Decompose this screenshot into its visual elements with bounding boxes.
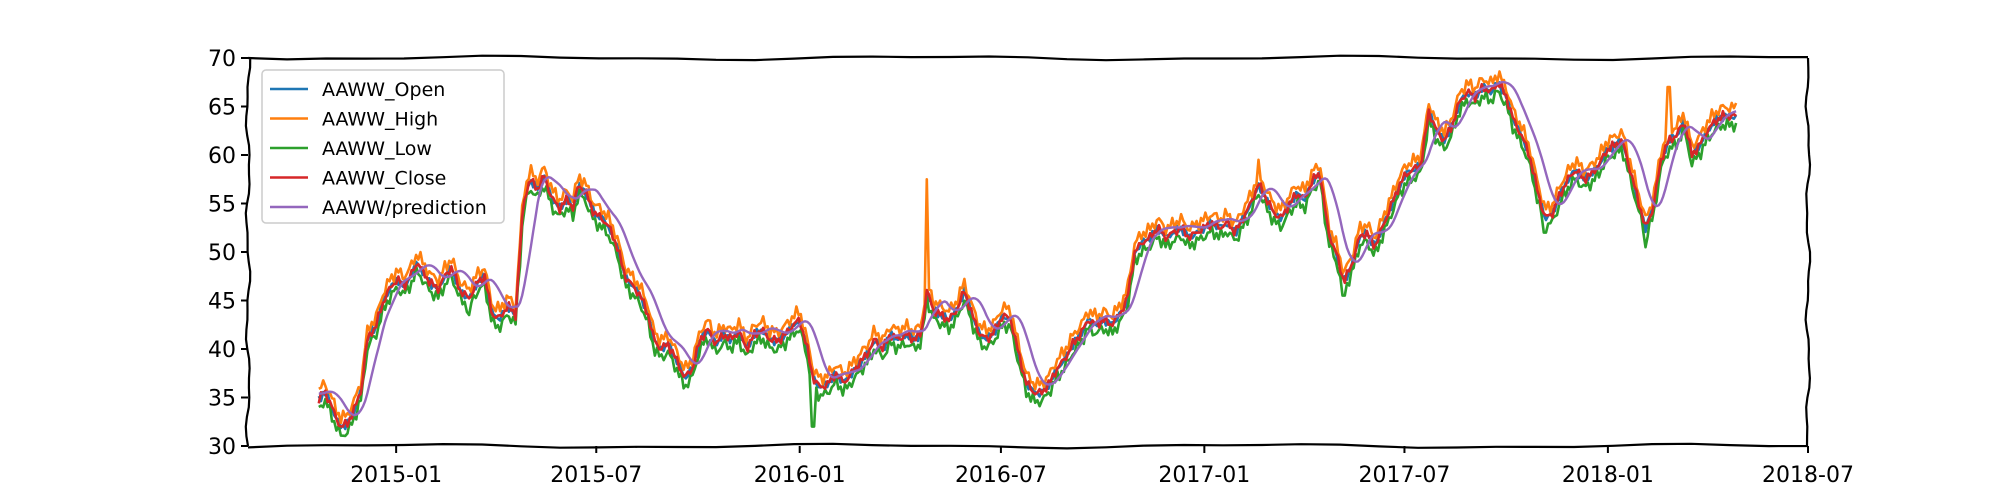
legend-label: AAWW_Low: [322, 138, 432, 160]
x-tick-label: 2017-07: [1358, 463, 1450, 488]
series-line-aaww-high: [318, 70, 1738, 425]
x-tick-label: 2016-07: [955, 463, 1047, 488]
series-line-aaww-close: [317, 82, 1737, 428]
x-tick-label: 2018-01: [1562, 463, 1654, 488]
y-tick-label: 70: [208, 47, 236, 72]
series-line-aaww-open: [317, 81, 1738, 431]
axes-frame: [244, 54, 1812, 450]
series-line-aaww-prediction: [318, 80, 1737, 417]
x-tick-label: 2017-01: [1158, 463, 1250, 488]
series-line-aaww-low: [318, 89, 1738, 438]
legend-label: AAWW_Open: [322, 79, 445, 101]
x-tick-label: 2015-07: [550, 463, 642, 488]
x-axis: 2015-01 2015-07 2016-01 2016-07 2017-01 2017-…: [350, 446, 1854, 488]
y-tick-label: 65: [208, 96, 236, 121]
y-tick-label: 50: [208, 241, 236, 266]
y-tick-label: 45: [208, 290, 236, 315]
legend-box: [261, 69, 505, 224]
legend-label: AAWW/prediction: [322, 197, 487, 219]
x-tick-label: 2018-07: [1762, 463, 1854, 488]
y-axis: 30 35 40 45 50 55 60 65 70: [208, 47, 248, 460]
y-tick-label: 35: [208, 387, 236, 412]
legend-label: AAWW_Close: [322, 168, 446, 190]
x-tick-label: 2016-01: [754, 463, 846, 488]
x-tick-label: 2015-01: [350, 463, 442, 488]
y-tick-label: 60: [208, 144, 236, 169]
y-tick-label: 30: [208, 435, 236, 460]
y-tick-label: 40: [208, 338, 236, 363]
series-layer: [317, 70, 1738, 438]
legend-label: AAWW_High: [322, 109, 438, 131]
y-tick-label: 55: [208, 193, 236, 218]
legend: AAWW_Open AAWW_High AAWW_Low AAWW_Close AAWW…: [261, 69, 505, 224]
